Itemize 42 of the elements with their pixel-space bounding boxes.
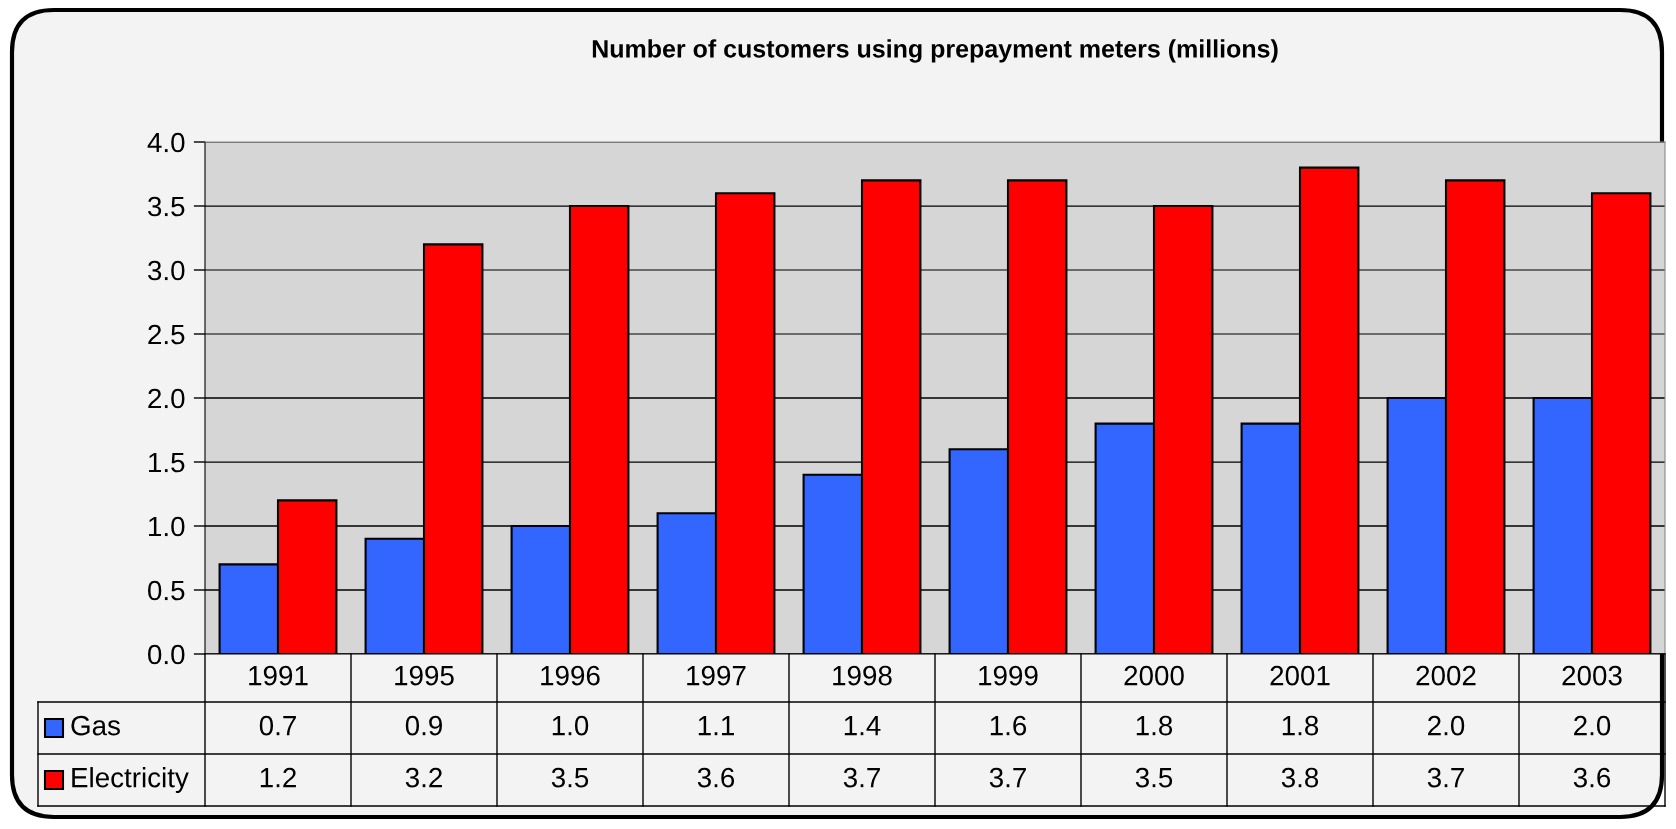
data-label: 1.1 <box>698 716 734 736</box>
y-tick-label: 2.5 <box>148 324 185 345</box>
data-label: 3.5 <box>551 767 589 788</box>
y-tick-label: 0.0 <box>148 644 185 665</box>
data-label: 1.2 <box>260 767 296 788</box>
data-label: 3.6 <box>1573 767 1611 788</box>
y-tick-label: 0.5 <box>148 580 185 601</box>
chart-title: Number of customers using prepayment meters (millions) <box>592 39 1278 63</box>
data-label: 3.8 <box>1281 767 1319 788</box>
data-label: 3.7 <box>843 767 880 788</box>
data-label: 1.8 <box>1282 715 1319 736</box>
x-tick-label: 2002 <box>1416 665 1476 686</box>
x-tick-label: 1991 <box>249 665 308 686</box>
x-tick-label: 2000 <box>1124 665 1184 686</box>
y-tick-label: 3.0 <box>148 260 185 281</box>
y-tick-label: 1.0 <box>149 516 185 537</box>
data-label: 2.0 <box>1428 715 1465 736</box>
data-label: 3.6 <box>697 767 735 788</box>
y-tick-label: 3.5 <box>148 196 185 217</box>
legend-label: Gas <box>71 715 120 736</box>
data-label: 3.2 <box>405 767 442 788</box>
data-label: 3.7 <box>989 767 1026 788</box>
data-label: 2.0 <box>1574 715 1611 736</box>
y-tick-label: 4.0 <box>147 132 185 153</box>
data-label: 3.5 <box>1135 767 1173 788</box>
y-tick-label: 1.5 <box>149 452 185 473</box>
data-label: 0.7 <box>259 715 296 736</box>
x-tick-label: 1997 <box>687 665 746 686</box>
x-tick-label: 1995 <box>395 665 454 686</box>
x-tick-label: 2001 <box>1270 665 1330 686</box>
data-label: 1.0 <box>552 715 589 736</box>
x-tick-label: 1996 <box>541 665 600 686</box>
x-tick-label: 1998 <box>833 665 892 686</box>
y-tick-label: 2.0 <box>148 388 185 409</box>
data-label: 1.8 <box>1136 715 1173 736</box>
x-tick-label: 2003 <box>1562 665 1622 686</box>
data-label: 3.7 <box>1427 767 1464 788</box>
data-label: 0.9 <box>405 715 442 736</box>
legend-label: Electricity <box>72 767 189 793</box>
x-tick-label: 1999 <box>979 665 1038 686</box>
data-label: 1.6 <box>990 715 1027 736</box>
data-label: 1.4 <box>844 716 881 736</box>
